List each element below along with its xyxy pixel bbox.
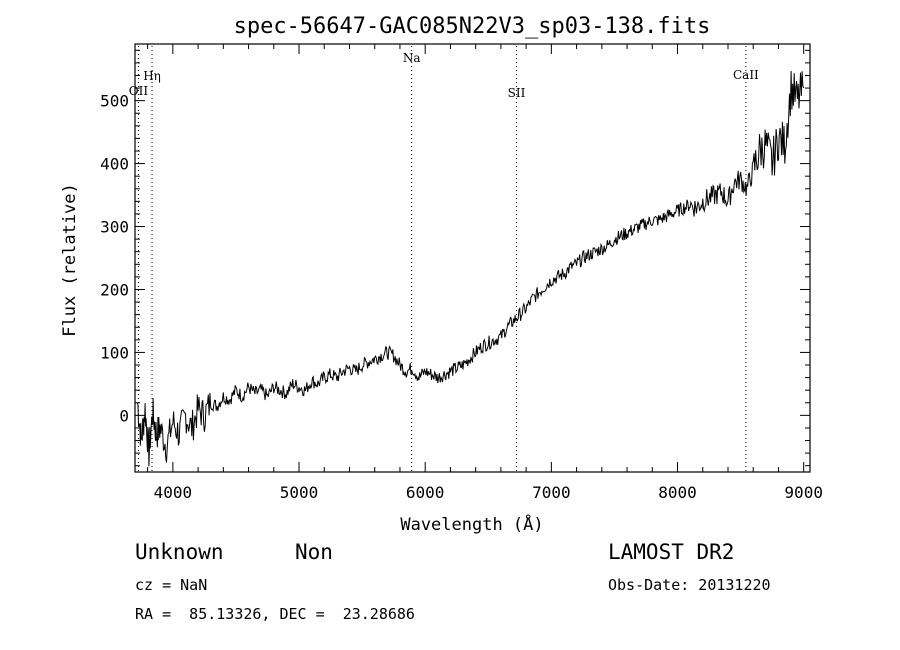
x-tick-label: 8000 (658, 483, 697, 502)
redshift-cz: cz = NaN (135, 576, 208, 594)
spectrum-series-line (137, 70, 805, 467)
x-tick-label: 4000 (154, 483, 193, 502)
observation-date: Obs-Date: 20131220 (608, 576, 771, 594)
x-axis-label: Wavelength (Å) (400, 513, 543, 535)
survey-name: LAMOST DR2 (608, 540, 735, 564)
ra-dec: RA = 85.13326, DEC = 23.28686 (135, 605, 415, 623)
object-subclass: Non (295, 540, 333, 564)
x-tick-label: 6000 (406, 483, 445, 502)
plot-frame (134, 43, 811, 473)
y-tick-label: 200 (100, 280, 129, 299)
spectral-line-label: CaII (733, 68, 759, 82)
y-tick-label: 300 (100, 218, 129, 237)
y-tick-label: 100 (100, 343, 129, 362)
y-tick-label: 400 (100, 155, 129, 174)
x-tick-label: 5000 (280, 483, 319, 502)
spectral-line-label: SII (508, 86, 526, 100)
y-tick-label: 500 (100, 92, 129, 111)
object-class: Unknown (135, 540, 224, 564)
spectral-line-label: Na (403, 51, 421, 65)
y-axis-label: Flux (relative) (60, 183, 80, 337)
spectral-line-label: Hη (143, 69, 161, 83)
y-tick-label: 0 (119, 406, 129, 425)
spectral-line-label: OII (129, 84, 149, 98)
chart-title: spec-56647-GAC085N22V3_sp03-138.fits (234, 14, 711, 39)
x-tick-label: 9000 (784, 483, 823, 502)
x-tick-label: 7000 (532, 483, 571, 502)
